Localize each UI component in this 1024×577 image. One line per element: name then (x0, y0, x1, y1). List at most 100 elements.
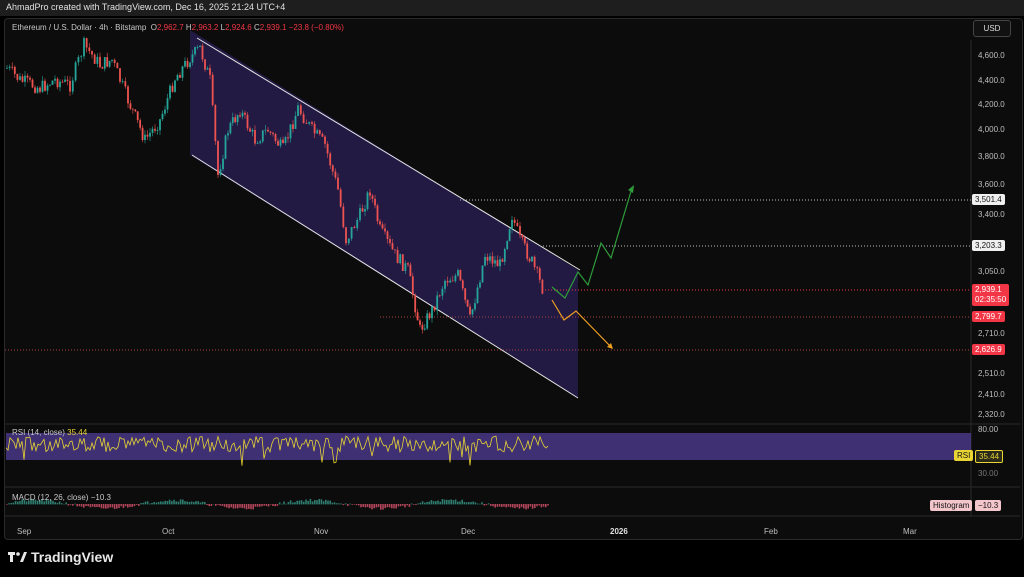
macd-bar (162, 501, 164, 505)
macd-value-badge: −10.3 (975, 500, 1002, 511)
close-value: 2,939.1 (259, 23, 287, 32)
candle-body (353, 226, 356, 229)
candle-body (491, 256, 494, 264)
candle-body (16, 73, 19, 80)
macd-bar (318, 498, 320, 505)
macd-bar (377, 504, 380, 508)
candle-body (179, 75, 181, 78)
macd-bar (347, 504, 349, 506)
candle-body (324, 136, 326, 144)
macd-bar (408, 504, 411, 507)
macd-bar (204, 502, 206, 505)
macd-bar (228, 504, 230, 509)
candle-body (541, 279, 544, 294)
candle-body (36, 87, 39, 93)
macd-bar (404, 504, 406, 508)
macd-bar (131, 504, 133, 507)
candle-body (282, 139, 284, 144)
macd-bar (487, 503, 490, 505)
candle-body (436, 295, 439, 311)
macd-bar (50, 499, 52, 505)
candle-body (311, 122, 313, 124)
candle-body (476, 287, 479, 304)
candle-body (481, 265, 484, 283)
macd-bar (463, 501, 466, 505)
macd-bar (380, 504, 382, 510)
macd-bar (492, 504, 494, 507)
candle-body (376, 205, 379, 222)
macd-bar (527, 504, 529, 509)
candle-body (77, 57, 80, 63)
macd-bar (360, 504, 362, 508)
macd-bar (267, 504, 270, 507)
candle-body (374, 198, 376, 206)
candle-body (26, 75, 29, 78)
macd-bar (285, 503, 287, 505)
candle-body (11, 66, 14, 68)
candle-body (174, 80, 176, 92)
macd-bar (17, 501, 19, 505)
macd-bar (333, 502, 336, 505)
rsi-top-tick: 80.00 (978, 425, 999, 434)
high-value: 2,963.2 (191, 23, 219, 32)
candle-body (34, 87, 36, 93)
candle-body (259, 141, 262, 144)
macd-bar (386, 504, 389, 508)
time-tick: Dec (461, 527, 476, 536)
macd-bar (490, 504, 492, 506)
macd-bar (476, 503, 479, 505)
macd-bar (331, 502, 334, 505)
macd-bar (67, 504, 70, 506)
candle-body (164, 109, 166, 114)
candle-body (136, 111, 139, 121)
rsi-legend: RSI (14, close) 35.44 (12, 428, 88, 437)
candle-body (474, 303, 476, 310)
candle-body (305, 123, 308, 124)
macd-bar (459, 501, 461, 505)
macd-bar (94, 504, 96, 508)
macd-bar (56, 502, 59, 505)
macd-bar (188, 501, 191, 505)
macd-bar (322, 501, 325, 505)
macd-bar (124, 504, 127, 507)
macd-bar (6, 504, 8, 505)
macd-bar (21, 499, 23, 505)
macd-bar (294, 502, 296, 505)
bullish-projection (551, 187, 633, 299)
macd-bar (424, 502, 426, 505)
macd-bar (384, 504, 386, 509)
candle-body (184, 60, 186, 67)
macd-bar (245, 504, 248, 510)
macd-bar (250, 504, 252, 510)
macd-bar (520, 504, 523, 508)
macd-bar (197, 501, 199, 505)
macd-bar (351, 504, 353, 505)
candle-body (166, 98, 169, 110)
macd-bar (208, 504, 210, 507)
currency-selector[interactable]: USD (973, 20, 1011, 37)
candle-body (454, 275, 457, 282)
candle-body (254, 129, 256, 144)
candle-body (279, 139, 282, 146)
macd-bar (25, 501, 28, 505)
candle-body (69, 80, 71, 92)
macd-bar (179, 499, 182, 505)
macd-bar (483, 504, 485, 506)
channel-upper-line (196, 37, 581, 271)
candle-body (528, 258, 531, 262)
candle-body (486, 256, 489, 261)
candle-body (371, 195, 374, 199)
macd-bar (402, 504, 404, 506)
symbol-name: Ethereum / U.S. Dollar · 4h · Bitstamp (12, 23, 147, 32)
candle-body (526, 243, 529, 259)
candle-body (433, 306, 436, 311)
macd-bar (45, 498, 48, 505)
macd-bar (230, 504, 232, 508)
open-value: 2,962.7 (156, 23, 184, 32)
macd-bar (256, 504, 259, 507)
macd-bar (34, 499, 37, 505)
macd-bar (234, 504, 237, 509)
candle-body (308, 122, 311, 124)
macd-bar (432, 501, 435, 505)
